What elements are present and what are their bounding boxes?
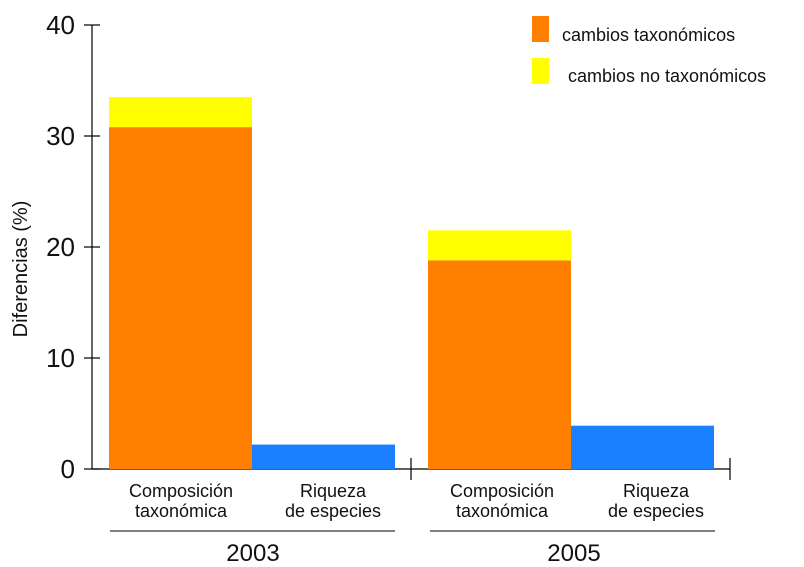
y-axis-label: Diferencias (%) (10, 201, 32, 338)
category-labels: Composición taxonómica Riqueza de especi… (129, 481, 704, 521)
category-label-riqueza-2003-line1: Riqueza (300, 481, 367, 501)
category-label-composicion-2005-line1: Composición (450, 481, 554, 501)
y-ticks: 0 10 20 30 40 (46, 10, 100, 484)
bars (109, 97, 714, 470)
bar-2005-composicion-no-taxonomicos (428, 230, 571, 261)
group-label-2003: 2003 (226, 540, 279, 567)
bar-2005-riqueza (571, 425, 714, 469)
legend-swatch-no-taxonomicos (532, 58, 549, 84)
category-label-composicion-2003-line2: taxonómica (135, 501, 228, 521)
category-label-riqueza-2005-line1: Riqueza (623, 481, 690, 501)
group-labels: 2003 2005 (110, 530, 715, 567)
bar-2003-riqueza (252, 444, 395, 469)
legend-label-no-taxonomicos: cambios no taxonómicos (568, 66, 766, 86)
legend: cambios taxonómicos cambios no taxonómic… (532, 16, 766, 86)
y-tick-label-40: 40 (46, 10, 75, 40)
category-label-composicion-2005-line2: taxonómica (456, 501, 549, 521)
bar-2003-composicion-taxonomicos (109, 127, 252, 470)
category-label-composicion-2003-line1: Composición (129, 481, 233, 501)
y-tick-label-10: 10 (46, 343, 75, 373)
y-tick-label-30: 30 (46, 121, 75, 151)
category-label-riqueza-2005-line2: de especies (608, 501, 704, 521)
group-label-2005: 2005 (547, 540, 600, 567)
y-tick-label-0: 0 (61, 454, 75, 484)
bar-2005-composicion-taxonomicos (428, 260, 571, 469)
bar-2003-composicion-no-taxonomicos (109, 97, 252, 128)
legend-label-taxonomicos: cambios taxonómicos (562, 25, 735, 45)
y-tick-label-20: 20 (46, 232, 75, 262)
legend-swatch-taxonomicos (532, 16, 549, 42)
category-label-riqueza-2003-line2: de especies (285, 501, 381, 521)
y-axis: 0 10 20 30 40 Diferencias (%) (10, 10, 100, 484)
